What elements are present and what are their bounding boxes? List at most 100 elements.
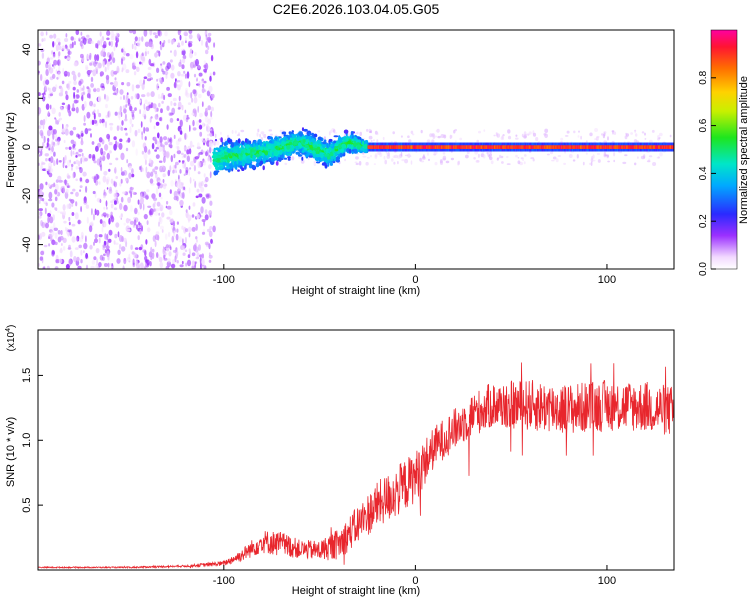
noise-blob — [169, 138, 172, 142]
band-blob — [329, 158, 334, 162]
noise-blob — [68, 146, 72, 150]
noise-blob — [117, 231, 120, 238]
noise-blob — [66, 57, 71, 60]
noise-blob — [208, 128, 212, 131]
colorbar-tick-label: 0.0 — [698, 262, 709, 276]
noise-blob — [156, 83, 159, 91]
halo-blob — [459, 137, 463, 141]
noise-blob — [154, 114, 159, 120]
noise-blob — [79, 86, 82, 92]
noise-blob — [150, 246, 153, 253]
noise-blob — [201, 231, 206, 235]
band-blob — [307, 152, 311, 155]
noise-blob — [158, 212, 161, 216]
noise-blob — [113, 45, 116, 52]
noise-blob — [211, 131, 214, 137]
spectrogram-x-label: Height of straight line (km) — [292, 285, 420, 297]
halo-blob — [263, 133, 267, 139]
halo-blob — [372, 139, 375, 142]
noise-blob — [156, 208, 160, 212]
noise-blob — [91, 260, 96, 265]
band-blob — [286, 145, 291, 150]
noise-blob — [71, 236, 76, 243]
band-blob — [322, 144, 327, 147]
band-blob — [301, 156, 304, 161]
noise-blob — [92, 69, 97, 77]
noise-blob — [67, 71, 70, 77]
colorbar-tick-label: 0.2 — [698, 214, 709, 228]
noise-blob — [160, 63, 163, 66]
noise-blob — [87, 40, 90, 44]
noise-blob — [187, 226, 192, 233]
noise-blob — [148, 210, 152, 216]
noise-blob — [176, 188, 182, 194]
noise-blob — [105, 103, 108, 109]
noise-blob — [51, 50, 53, 55]
noise-blob — [158, 256, 163, 263]
noise-blob — [171, 235, 175, 243]
halo-blob — [433, 150, 438, 155]
noise-blob — [106, 133, 110, 140]
noise-blob — [157, 132, 160, 139]
noise-blob — [154, 52, 158, 58]
noise-blob — [66, 203, 70, 210]
noise-blob — [180, 130, 183, 135]
halo-blob — [214, 133, 217, 138]
halo-blob — [507, 129, 511, 134]
noise-blob — [145, 239, 148, 245]
noise-blob — [186, 149, 190, 155]
halo-blob — [597, 159, 601, 163]
colorbar-ramp — [710, 29, 738, 270]
noise-blob — [203, 220, 206, 227]
noise-blob — [99, 254, 104, 261]
noise-blob — [118, 111, 121, 115]
noise-blob — [176, 150, 182, 155]
halo-blob — [370, 140, 373, 142]
noise-blob — [158, 221, 160, 227]
noise-blob — [157, 94, 161, 99]
noise-blob — [75, 159, 79, 165]
noise-blob — [48, 243, 51, 247]
band-blob — [226, 166, 230, 170]
noise-blob — [54, 117, 56, 120]
noise-blob — [102, 175, 107, 183]
noise-blob — [103, 222, 107, 228]
band-blob — [237, 138, 241, 144]
noise-blob — [188, 42, 193, 48]
noise-blob — [147, 72, 152, 78]
noise-blob — [119, 138, 123, 143]
noise-blob — [62, 237, 67, 243]
noise-blob — [173, 220, 175, 228]
noise-blob — [125, 94, 129, 100]
noise-blob — [185, 262, 187, 267]
band-blob — [343, 129, 349, 134]
noise-blob — [78, 39, 81, 42]
noise-blob — [105, 74, 110, 81]
band-blob — [310, 142, 313, 145]
halo-blob — [658, 132, 663, 137]
halo-blob — [365, 161, 369, 166]
noise-blob — [126, 82, 131, 87]
noise-blob — [170, 72, 175, 79]
noise-blob — [209, 117, 213, 120]
noise-blob — [110, 211, 113, 216]
noise-blob — [88, 69, 93, 73]
noise-blob — [108, 58, 111, 62]
noise-blob — [189, 167, 192, 170]
halo-blob — [566, 130, 570, 134]
noise-blob — [57, 71, 61, 79]
noise-blob — [199, 112, 203, 118]
noise-blob — [159, 261, 164, 268]
noise-blob — [204, 30, 208, 37]
noise-blob — [54, 266, 59, 269]
noise-blob — [161, 68, 164, 73]
noise-blob — [176, 80, 178, 84]
noise-blob — [142, 113, 145, 118]
noise-blob — [102, 122, 105, 127]
halo-blob — [404, 154, 409, 157]
noise-blob — [168, 251, 172, 257]
noise-blob — [192, 127, 197, 131]
noise-blob — [52, 141, 56, 147]
noise-blob — [148, 251, 153, 258]
noise-blob — [146, 92, 150, 97]
